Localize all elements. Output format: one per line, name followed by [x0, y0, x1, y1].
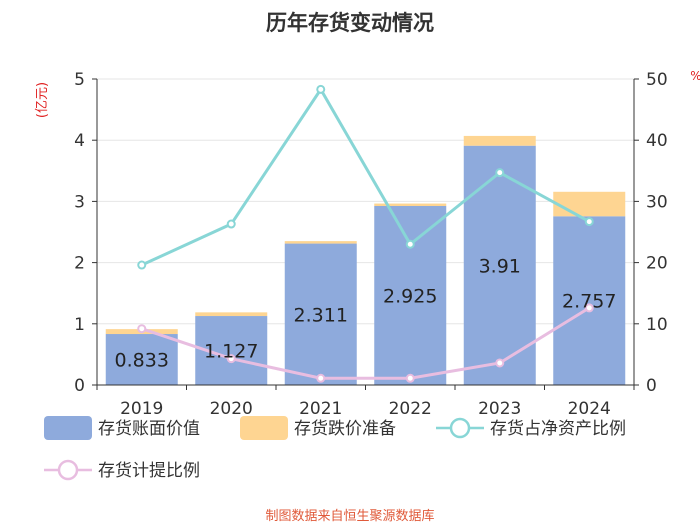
- bar-impairment-2024: [553, 191, 626, 217]
- x-tick-label: 2024: [568, 399, 611, 419]
- source-footer: 制图数据来自恒生聚源数据库: [265, 508, 434, 524]
- legend-item-4: 存货计提比例: [44, 459, 200, 481]
- point-provision-ratio-2021: [316, 373, 326, 383]
- point-net-asset-ratio-2024: [584, 217, 594, 227]
- bars: [105, 135, 626, 385]
- bar-book-value-2019: [105, 334, 178, 385]
- left-tick-label: 1: [74, 315, 85, 335]
- value-label-2021: 2.311: [294, 304, 348, 326]
- bar-impairment-2023: [463, 135, 536, 146]
- point-provision-ratio-2023: [495, 358, 505, 368]
- right-tick-label: 10: [646, 315, 668, 335]
- left-tick-label: 3: [74, 192, 85, 212]
- legend-item-2: 存货跌价准备: [240, 416, 396, 440]
- point-provision-ratio-2024: [584, 303, 594, 313]
- right-tick-label: 40: [646, 131, 668, 151]
- x-tick-label: 2020: [210, 399, 253, 419]
- x-tick-label: 2023: [478, 399, 521, 419]
- value-label-2022: 2.925: [383, 285, 437, 307]
- point-net-asset-ratio-2021: [316, 84, 326, 94]
- right-tick-label: 20: [646, 254, 668, 274]
- left-tick-label: 0: [74, 376, 85, 396]
- gridlines: [97, 78, 634, 325]
- bar-impairment-2020: [195, 312, 268, 317]
- bar-impairment-2021: [284, 241, 357, 244]
- left-axis-unit: (亿元): [35, 82, 50, 118]
- bar-impairment-2022: [374, 203, 447, 206]
- point-net-asset-ratio-2020: [226, 219, 236, 229]
- value-label-2023: 3.91: [479, 255, 521, 277]
- legend-swatch: [240, 416, 288, 440]
- left-tick-label: 5: [74, 70, 85, 90]
- x-tick-label: 2019: [120, 399, 163, 419]
- point-net-asset-ratio-2022: [405, 239, 415, 249]
- legend-label: 存货占净资产比例: [490, 419, 626, 439]
- left-tick-label: 4: [74, 131, 85, 151]
- legend-label: 存货计提比例: [98, 461, 200, 481]
- legend-marker: [57, 459, 79, 481]
- line-provision-ratio: [141, 306, 591, 380]
- left-tick-label: 2: [74, 254, 85, 274]
- chart-title: 历年存货变动情况: [266, 11, 434, 35]
- right-tick-label: 0: [646, 376, 657, 396]
- data-labels: 0.833 1.127 2.311 2.925 3.91 2.757: [115, 255, 617, 371]
- bar-book-value-2021: [284, 243, 357, 385]
- right-tick-label: 30: [646, 192, 668, 212]
- right-axis-unit: %: [690, 69, 700, 83]
- point-provision-ratio-2020: [226, 354, 236, 364]
- legend-swatch: [44, 416, 92, 440]
- point-net-asset-ratio-2019: [137, 260, 147, 270]
- legend-label: 存货账面价值: [98, 419, 200, 439]
- line-net-asset-ratio: [141, 86, 590, 267]
- x-tick-label: 2021: [299, 399, 342, 419]
- point-provision-ratio-2019: [137, 324, 147, 334]
- point-net-asset-ratio-2023: [495, 168, 505, 178]
- bar-book-value-2024: [553, 216, 626, 385]
- value-label-2020: 1.127: [204, 341, 258, 363]
- legend-label: 存货跌价准备: [294, 419, 396, 439]
- value-label-2019: 0.833: [115, 350, 169, 372]
- legend-marker: [449, 417, 471, 439]
- right-tick-label: 50: [646, 70, 668, 90]
- point-provision-ratio-2022: [405, 373, 415, 383]
- x-tick-label: 2022: [389, 399, 432, 419]
- legend-item-1: 存货账面价值: [44, 416, 200, 440]
- line-series: [137, 84, 594, 383]
- value-label-2024: 2.757: [562, 291, 616, 313]
- legend-item-3: 存货占净资产比例: [436, 417, 626, 439]
- bar-book-value-2022: [374, 205, 447, 385]
